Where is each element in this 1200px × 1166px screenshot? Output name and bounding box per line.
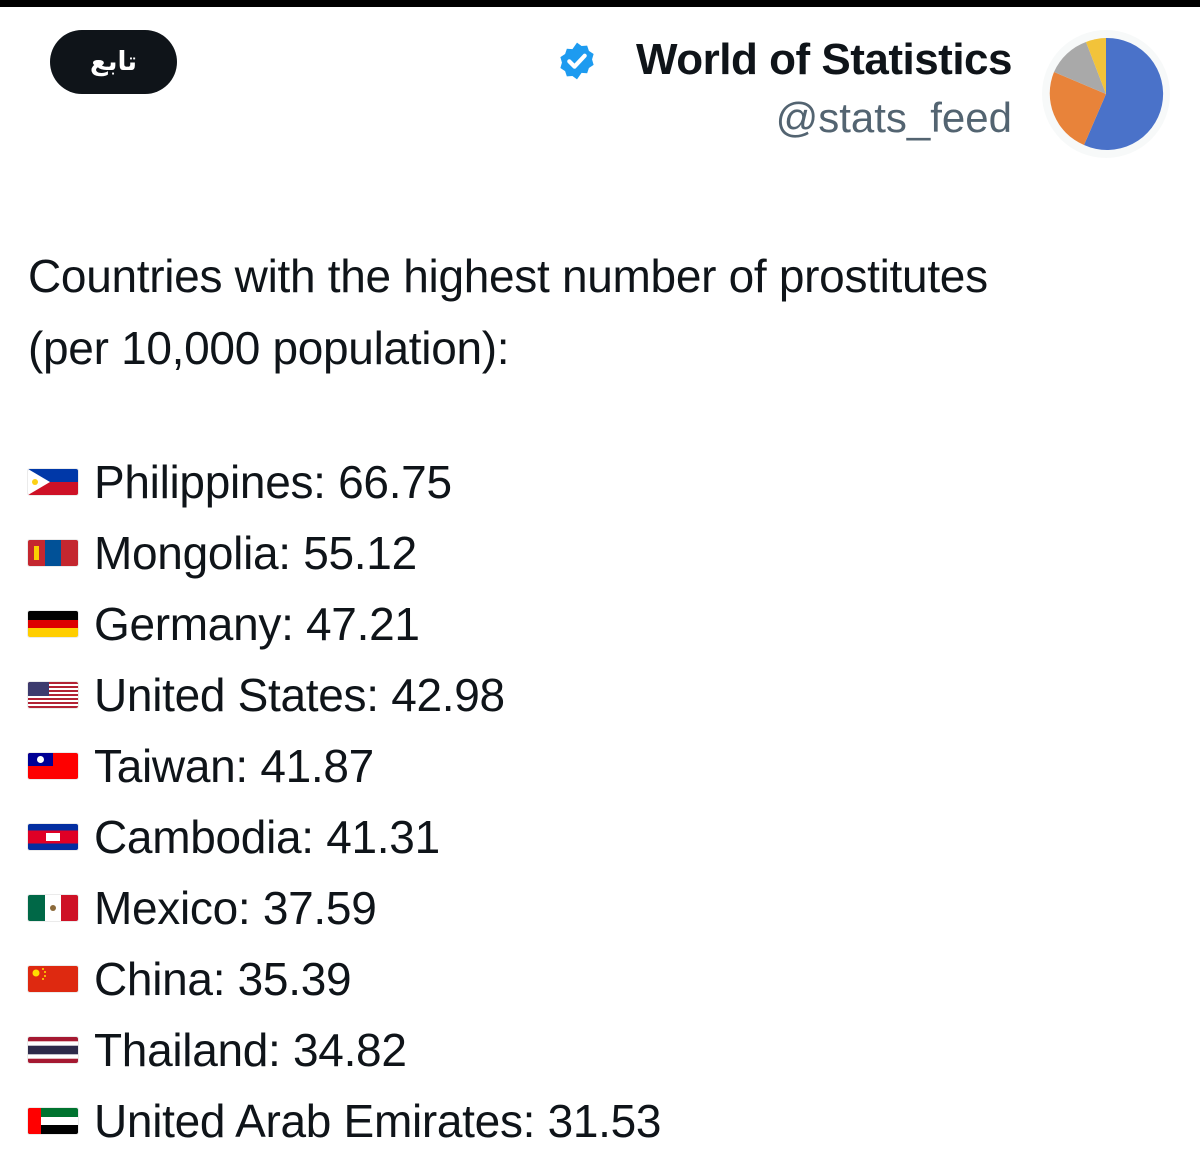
list-item-text: Mongolia: 55.12 bbox=[94, 526, 417, 579]
mongolia-flag-icon bbox=[28, 539, 78, 566]
list-item: China: 35.39 bbox=[28, 943, 1178, 1014]
user-handle[interactable]: @stats_feed bbox=[775, 94, 1012, 141]
list-item-text: Thailand: 34.82 bbox=[94, 1023, 407, 1076]
uae-flag-icon bbox=[28, 1107, 78, 1134]
pie-chart-icon bbox=[1049, 37, 1164, 150]
list-item: Mongolia: 55.12 bbox=[28, 517, 1178, 588]
display-name[interactable]: World of Statistics bbox=[636, 35, 1012, 84]
list-item: Thailand: 34.82 bbox=[28, 1014, 1178, 1085]
list-item: Mexico: 37.59 bbox=[28, 872, 1178, 943]
list-item-text: Cambodia: 41.31 bbox=[94, 810, 440, 863]
germany-flag-icon bbox=[28, 610, 78, 637]
list-item-text: Germany: 47.21 bbox=[94, 597, 420, 650]
taiwan-flag-icon bbox=[28, 752, 78, 779]
country-list: Philippines: 66.75 Mongolia: 55.12 Germa… bbox=[28, 446, 1178, 1156]
list-item: Taiwan: 41.87 bbox=[28, 730, 1178, 801]
china-flag-icon bbox=[28, 965, 78, 992]
mexico-flag-icon bbox=[28, 894, 78, 921]
tweet-line-1: Countries with the highest number of pro… bbox=[28, 250, 988, 302]
follow-button[interactable]: تابع bbox=[50, 30, 177, 94]
philippines-flag-icon bbox=[28, 468, 78, 495]
list-item-text: China: 35.39 bbox=[94, 952, 352, 1005]
list-item: Germany: 47.21 bbox=[28, 588, 1178, 659]
list-item-text: Mexico: 37.59 bbox=[94, 881, 377, 934]
usa-flag-icon bbox=[28, 681, 78, 708]
list-item-text: Philippines: 66.75 bbox=[94, 455, 452, 508]
list-item: United Arab Emirates: 31.53 bbox=[28, 1085, 1178, 1156]
verified-badge-icon bbox=[560, 42, 594, 80]
tweet-line-2: (per 10,000 population): bbox=[28, 322, 510, 374]
tweet-text: Countries with the highest number of pro… bbox=[28, 240, 1178, 384]
list-item: United States: 42.98 bbox=[28, 659, 1178, 730]
top-border bbox=[0, 0, 1200, 7]
cambodia-flag-icon bbox=[28, 823, 78, 850]
list-item-text: United Arab Emirates: 31.53 bbox=[94, 1094, 662, 1147]
list-item: Cambodia: 41.31 bbox=[28, 801, 1178, 872]
list-item-text: Taiwan: 41.87 bbox=[94, 739, 374, 792]
list-item-text: United States: 42.98 bbox=[94, 668, 505, 721]
thailand-flag-icon bbox=[28, 1036, 78, 1063]
list-item: Philippines: 66.75 bbox=[28, 446, 1178, 517]
avatar[interactable] bbox=[1042, 30, 1170, 158]
